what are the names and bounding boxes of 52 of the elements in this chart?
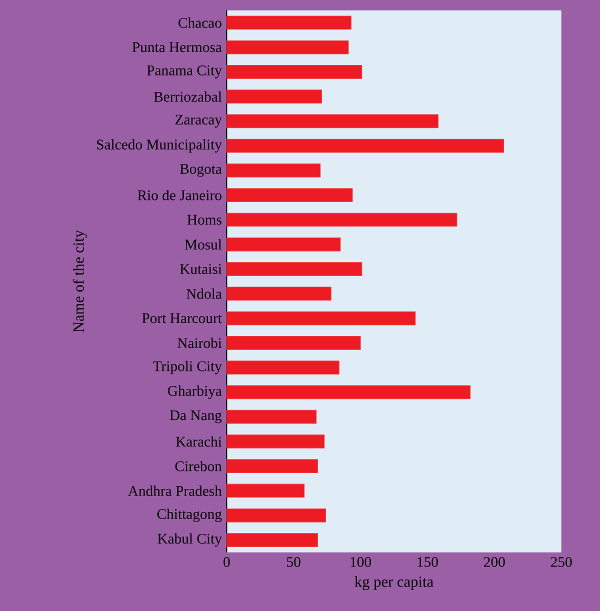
- y-tick-label: Cirebon: [175, 460, 222, 472]
- x-tick-label: 100: [350, 557, 371, 567]
- bar: [226, 434, 325, 448]
- bar: [226, 164, 321, 178]
- bar: [226, 459, 318, 474]
- y-tick-label: Homs: [187, 214, 222, 225]
- y-tick-label: Salcedo Municipality: [97, 139, 222, 153]
- bar: [226, 385, 471, 400]
- y-tick-label: Kabul City: [158, 533, 222, 547]
- bar: [226, 138, 504, 153]
- x-axis-title: kg per capita: [354, 576, 434, 590]
- y-tick-label: Panama City: [147, 66, 222, 78]
- bar: [226, 212, 458, 227]
- bar: [226, 65, 362, 79]
- bar: [226, 410, 317, 424]
- y-tick-label: Zaracay: [175, 114, 222, 128]
- y-tick-label: Mosul: [184, 239, 222, 250]
- y-tick-label: Andhra Pradesh: [128, 486, 222, 496]
- y-tick-label: Nairobi: [178, 338, 222, 348]
- bar: [226, 237, 341, 252]
- bar: [226, 114, 438, 128]
- y-tick-label: Karachi: [176, 436, 222, 447]
- bar: [226, 16, 352, 30]
- bar: [226, 533, 318, 547]
- y-axis-title: Name of the city: [72, 230, 87, 332]
- bar: [226, 90, 322, 104]
- bar: [226, 262, 362, 276]
- y-tick-label: Bogota: [180, 164, 222, 177]
- y-tick-label: Kutaisi: [180, 264, 222, 274]
- y-tick-label: Tripoli City: [153, 360, 222, 374]
- y-tick-label: Chacao: [178, 18, 222, 28]
- y-tick-label: Gharbiya: [168, 386, 222, 399]
- x-tick-label: 150: [418, 557, 438, 567]
- bar: [226, 508, 326, 522]
- bar: [226, 40, 349, 54]
- bar: [226, 286, 332, 301]
- y-tick-label: Chittagong: [157, 508, 222, 522]
- y-tick-label: Port Harcourt: [142, 313, 222, 324]
- bar: [226, 188, 353, 202]
- bar: [226, 360, 340, 375]
- bar: [226, 336, 361, 350]
- bar: [226, 311, 416, 326]
- bar: [226, 484, 305, 498]
- y-tick-label: Da Nang: [170, 410, 222, 424]
- x-tick-label: 200: [484, 557, 505, 567]
- y-tick-label: Ndola: [186, 288, 222, 299]
- x-tick-label: 50: [287, 557, 300, 567]
- y-tick-label: Rio de Janeiro: [138, 190, 222, 200]
- x-tick-label: 250: [550, 557, 572, 567]
- x-tick-label: 0: [224, 557, 230, 567]
- y-tick-label: Berriozabal: [154, 91, 222, 102]
- y-tick-label: Punta Hermosa: [132, 42, 222, 52]
